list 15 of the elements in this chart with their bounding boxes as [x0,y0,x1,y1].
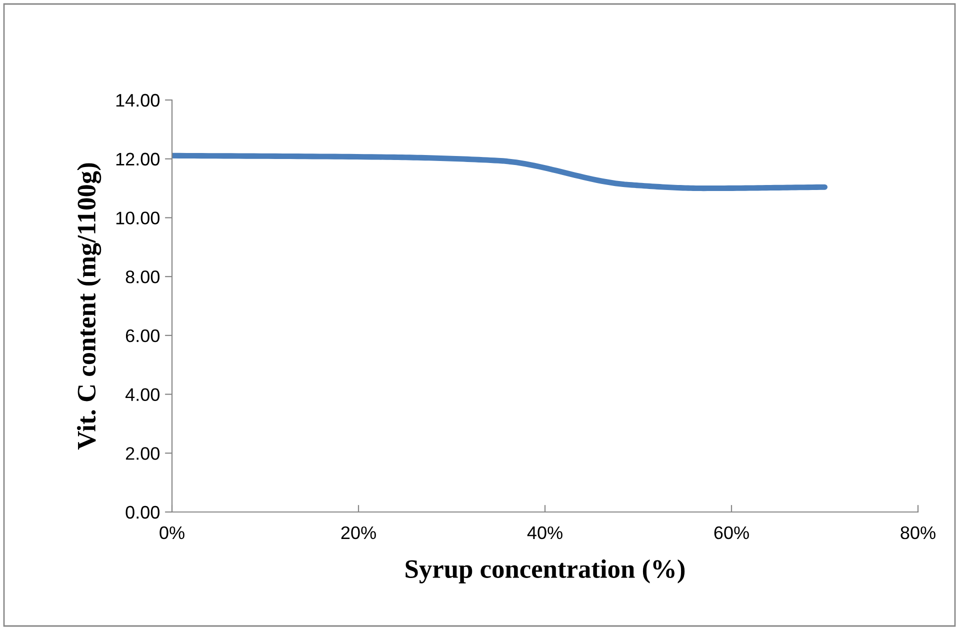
x-tick-label: 80% [900,526,936,540]
y-tick-label: 12.00 [116,152,160,166]
y-tick-label: 4.00 [125,388,160,402]
y-tick-label: 14.00 [116,94,160,107]
y-tick-label: 10.00 [116,212,160,224]
y-tick-label: 0.00 [126,506,160,519]
x-tick-label: 60% [714,526,749,540]
x-tick-label: 0% [160,526,184,540]
x-tick-label: 20% [341,526,376,540]
y-tick-label: 6.00 [126,329,160,342]
y-axis-title: Vit. C content (mg/1100g) [76,163,102,450]
x-tick-label: 40% [527,526,562,540]
y-tick-label: 2.00 [126,447,160,460]
y-tick-label: 8.00 [126,270,160,284]
x-axis-title: Syrup concentration (%) [406,559,685,584]
